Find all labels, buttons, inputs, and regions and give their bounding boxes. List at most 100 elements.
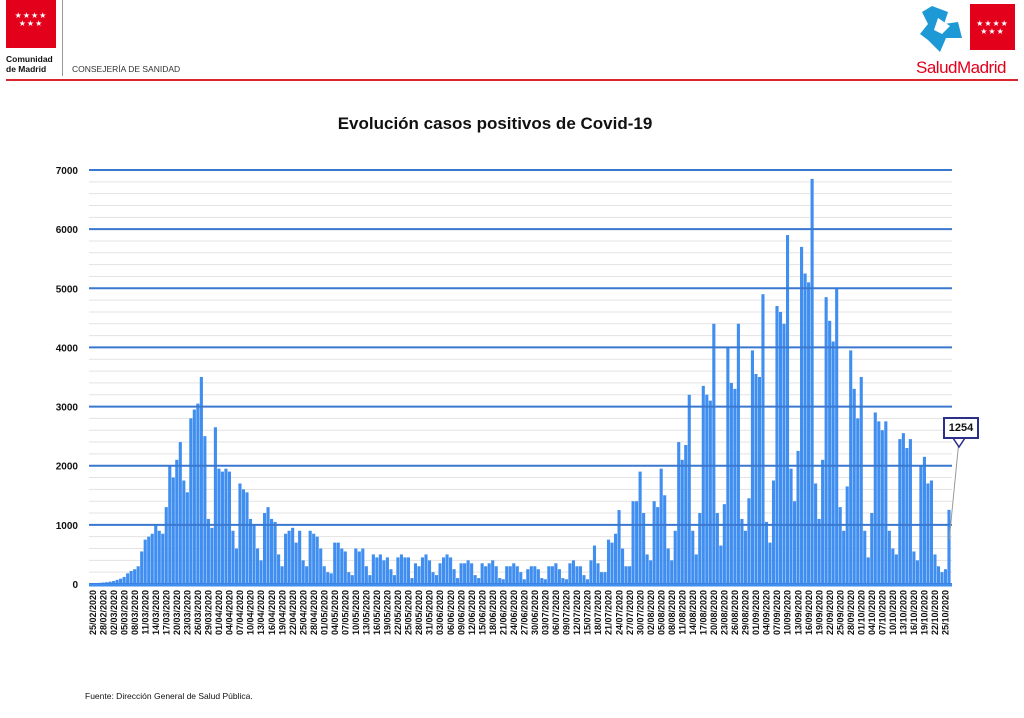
bar xyxy=(189,418,193,584)
x-tick-label: 28/02/2020 xyxy=(98,590,108,635)
x-tick-label: 01/10/2020 xyxy=(856,590,866,635)
bar xyxy=(329,573,333,584)
bar xyxy=(403,557,407,584)
y-tick-label: 4000 xyxy=(56,343,79,354)
x-tick-label: 25/10/2020 xyxy=(941,590,951,635)
bar xyxy=(442,557,446,584)
bar xyxy=(807,282,811,584)
x-tick-label: 11/03/2020 xyxy=(140,590,150,635)
bar xyxy=(413,563,418,584)
bar xyxy=(613,533,618,584)
bar xyxy=(491,560,495,584)
bar xyxy=(375,557,379,584)
bar xyxy=(835,288,839,584)
bar xyxy=(912,551,916,584)
bar xyxy=(554,563,558,584)
bar xyxy=(459,563,463,584)
bar xyxy=(743,530,747,584)
health-cross-icon xyxy=(920,6,962,52)
bar xyxy=(227,471,231,584)
bar xyxy=(547,566,551,584)
y-tick-label: 5000 xyxy=(56,284,79,295)
x-tick-label: 04/09/2020 xyxy=(762,590,772,635)
bar xyxy=(733,388,737,584)
callout-leader-line xyxy=(948,439,960,540)
bar xyxy=(526,569,530,584)
bar xyxy=(687,394,691,584)
bar xyxy=(814,483,818,584)
chart-title: Evolución casos positivos de Covid-19 xyxy=(337,114,653,133)
bar xyxy=(291,527,295,584)
bar xyxy=(694,554,698,584)
bar xyxy=(550,566,554,584)
x-tick-label: 25/02/2020 xyxy=(88,590,98,635)
x-tick-label: 31/05/2020 xyxy=(425,590,435,635)
bar xyxy=(456,578,460,584)
x-tick-label: 01/04/2020 xyxy=(214,590,224,635)
bar xyxy=(901,433,905,584)
x-tick-label: 10/10/2020 xyxy=(888,590,898,635)
bar xyxy=(220,471,224,584)
x-tick-label: 24/07/2020 xyxy=(614,590,624,635)
bar xyxy=(943,569,948,584)
bar xyxy=(473,575,477,584)
x-tick-label: 07/09/2020 xyxy=(772,590,782,635)
bar xyxy=(617,510,621,584)
bar xyxy=(929,480,933,584)
bar xyxy=(466,560,470,584)
bar xyxy=(322,566,326,584)
bar xyxy=(740,518,744,584)
bar xyxy=(789,468,793,584)
bar xyxy=(112,581,116,584)
bar xyxy=(884,421,888,584)
bar xyxy=(828,320,832,584)
bar xyxy=(754,374,758,584)
bar xyxy=(680,459,684,584)
bar xyxy=(705,394,709,584)
bar xyxy=(248,518,253,584)
x-tick-label: 07/05/2020 xyxy=(340,590,350,635)
bar xyxy=(234,548,239,584)
x-tick-label: 23/08/2020 xyxy=(720,590,730,635)
bar xyxy=(747,498,751,584)
bar xyxy=(915,560,919,584)
bar xyxy=(270,518,274,584)
department-name: CONSEJERÍA DE SANIDAD xyxy=(72,64,181,74)
bar xyxy=(926,483,930,584)
bar xyxy=(750,350,754,584)
x-tick-label: 07/04/2020 xyxy=(235,590,245,635)
x-tick-label: 16/05/2020 xyxy=(372,590,382,635)
bar xyxy=(213,427,217,584)
x-tick-label: 08/08/2020 xyxy=(667,590,677,635)
org-name-line2: de Madrid xyxy=(6,64,47,74)
x-tick-label: 05/03/2020 xyxy=(119,590,129,635)
bar xyxy=(652,501,656,584)
bar xyxy=(410,578,414,584)
bar xyxy=(557,569,561,584)
bar xyxy=(796,450,800,584)
x-tick-label: 28/04/2020 xyxy=(309,590,319,635)
bar xyxy=(196,403,200,584)
bar xyxy=(449,557,453,584)
x-tick-label: 11/08/2020 xyxy=(677,590,687,635)
bar xyxy=(136,566,140,584)
bar xyxy=(722,504,726,584)
bar xyxy=(887,530,891,584)
bar xyxy=(628,566,632,584)
bar xyxy=(571,560,575,584)
bar xyxy=(599,572,604,584)
bar xyxy=(294,542,298,584)
bar xyxy=(273,521,277,584)
salud-logo-stars: ★★★★ ★★★ xyxy=(976,19,1009,36)
bar xyxy=(631,501,635,584)
bar xyxy=(385,557,389,584)
bar xyxy=(761,294,765,584)
bar xyxy=(238,483,242,584)
bar xyxy=(287,530,291,584)
bar xyxy=(533,566,537,584)
bar xyxy=(947,509,951,584)
bar xyxy=(284,533,288,584)
x-tick-label: 01/09/2020 xyxy=(751,590,761,635)
bar xyxy=(670,560,674,584)
bar xyxy=(505,566,509,584)
